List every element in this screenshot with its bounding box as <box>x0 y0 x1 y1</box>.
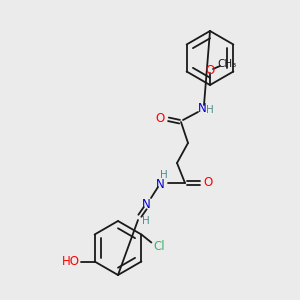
Text: H: H <box>206 105 214 115</box>
Text: H: H <box>142 216 150 226</box>
Text: O: O <box>155 112 165 125</box>
Text: CH₃: CH₃ <box>218 59 237 69</box>
Text: HO: HO <box>61 255 80 268</box>
Text: N: N <box>142 197 150 211</box>
Text: Cl: Cl <box>154 240 165 253</box>
Text: O: O <box>206 64 214 77</box>
Text: N: N <box>156 178 164 190</box>
Text: H: H <box>160 170 168 180</box>
Text: N: N <box>198 101 206 115</box>
Text: O: O <box>203 176 213 190</box>
